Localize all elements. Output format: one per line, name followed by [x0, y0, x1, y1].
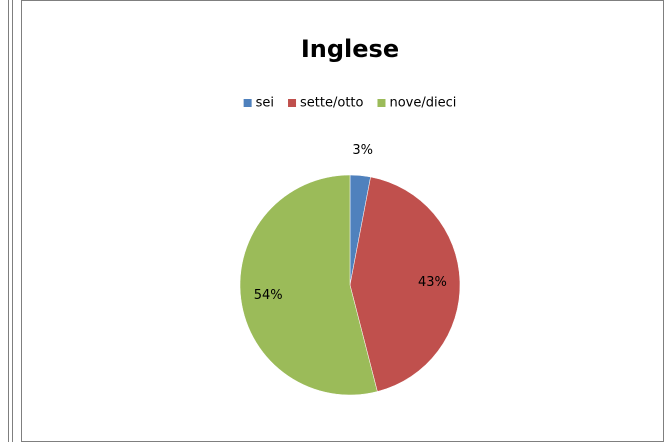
- data-label: 43%: [418, 275, 447, 290]
- pie-slice: [239, 174, 378, 396]
- data-label: 54%: [254, 288, 283, 303]
- legend-label: nove/dieci: [389, 96, 456, 111]
- legend-label: sette/otto: [300, 96, 363, 111]
- legend: sei sette/otto nove/dieci: [243, 96, 456, 111]
- legend-swatch: [243, 99, 252, 107]
- chart-title: Inglese: [301, 35, 399, 63]
- pie-slice: [349, 176, 461, 392]
- legend-label: sei: [256, 96, 274, 111]
- data-label: 3%: [352, 143, 373, 158]
- legend-swatch: [288, 99, 297, 107]
- legend-swatch: [377, 99, 386, 107]
